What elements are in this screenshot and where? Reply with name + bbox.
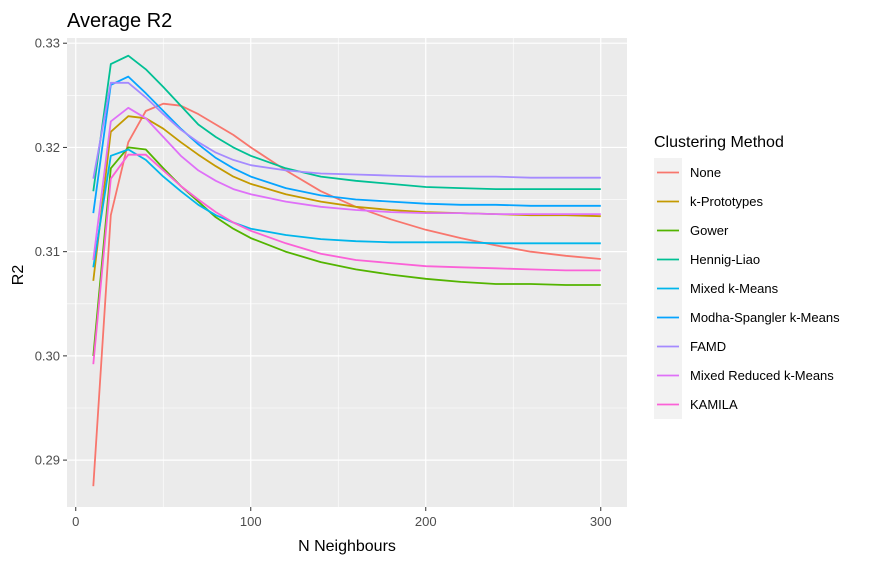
x-tick-label: 300 — [590, 514, 612, 529]
y-axis: 0.29 0.30 0.31 0.32 0.33 — [35, 36, 67, 468]
series-line — [92, 54, 601, 192]
x-tick-label: 0 — [72, 514, 79, 529]
plot-background — [67, 38, 627, 507]
legend-label: FAMD — [690, 339, 726, 354]
chart-title: Average R2 — [67, 10, 172, 32]
series-line — [92, 146, 601, 356]
legend-label: Modha-Spangler k-Means — [690, 310, 840, 325]
plot-area — [67, 38, 627, 507]
legend-label: Mixed Reduced k-Means — [690, 368, 834, 383]
legend-label: Gower — [690, 223, 729, 238]
series-line — [92, 153, 601, 365]
series-line — [92, 81, 601, 179]
legend-label: None — [690, 165, 721, 180]
series-line — [92, 102, 601, 487]
y-tick-label: 0.31 — [35, 244, 60, 259]
y-tick-label: 0.29 — [35, 453, 60, 468]
y-tick-label: 0.30 — [35, 348, 60, 363]
legend-label: KAMILA — [690, 397, 738, 412]
y-axis-title: R2 — [10, 265, 27, 286]
legend-label: k-Prototypes — [690, 194, 763, 209]
x-axis: 0 100 200 300 — [72, 507, 612, 529]
y-tick-label: 0.32 — [35, 140, 60, 155]
legend-title: Clustering Method — [654, 134, 784, 151]
series-line — [92, 75, 601, 214]
legend: Clustering Method None k-Prototypes Gower H… — [654, 134, 840, 419]
legend-label: Mixed k-Means — [690, 281, 779, 296]
y-tick-label: 0.33 — [35, 36, 60, 51]
x-axis-title: N Neighbours — [298, 538, 396, 555]
series-line — [92, 106, 601, 261]
x-tick-label: 200 — [415, 514, 437, 529]
legend-label: Hennig-Liao — [690, 252, 760, 267]
x-tick-label: 100 — [240, 514, 262, 529]
series-line — [92, 148, 601, 268]
